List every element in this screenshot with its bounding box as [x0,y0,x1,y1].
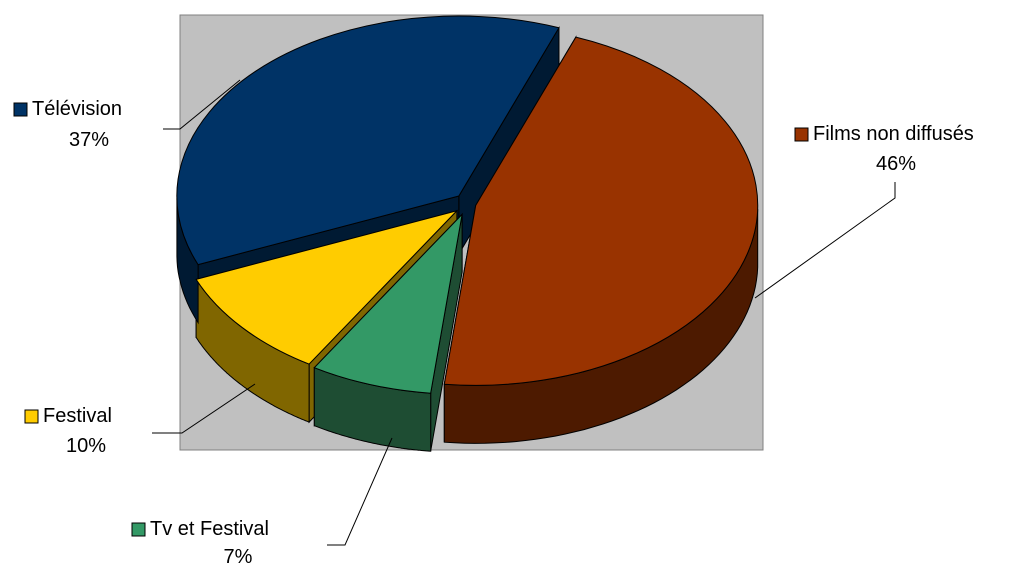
slice-value-label: 7% [224,546,253,568]
slice-value-label: 37% [69,129,109,151]
pie-slice [195,209,459,365]
leader-line [327,437,393,546]
leader-line [152,383,256,434]
leader-line [754,182,896,299]
leader-line [163,79,241,130]
pie-slice [443,36,759,386]
slice-value-label: 46% [876,153,916,175]
slice-label: Festival [43,405,112,427]
pie-slice [313,212,463,394]
label-color-key [131,522,146,537]
slice-label: Tv et Festival [150,518,269,540]
pie-slice-tops [176,15,759,394]
label-color-key [794,127,809,142]
slice-label: Films non diffusés [813,123,974,145]
label-color-key [24,409,39,424]
leader-lines [152,79,896,546]
slice-label: Télévision [32,98,122,120]
label-color-key [13,102,28,117]
data-labels: Films non diffusés 46% Tv et Festival 7% Fes… [13,98,974,568]
slice-value-label: 10% [66,435,106,457]
pie-slice [176,15,560,266]
